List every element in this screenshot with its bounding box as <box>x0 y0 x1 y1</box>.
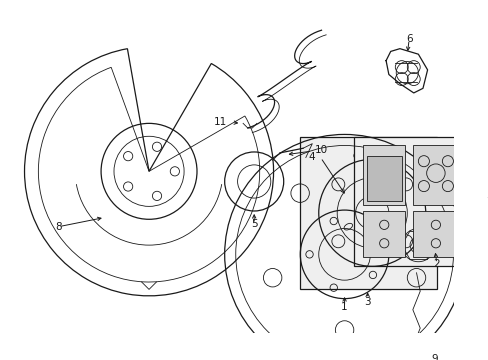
Text: 8: 8 <box>55 222 62 232</box>
Bar <box>362 211 405 257</box>
Bar <box>362 145 405 204</box>
Text: 11: 11 <box>213 117 226 127</box>
Text: 5: 5 <box>250 219 257 229</box>
Bar <box>412 211 458 257</box>
Bar <box>353 137 468 266</box>
Bar <box>366 156 401 201</box>
Text: 7: 7 <box>485 197 488 207</box>
Text: 6: 6 <box>405 35 411 44</box>
Text: 2: 2 <box>433 258 439 269</box>
Bar <box>300 137 436 289</box>
Bar <box>412 145 458 204</box>
Text: 3: 3 <box>364 297 370 307</box>
Text: 9: 9 <box>431 354 437 360</box>
Text: 4: 4 <box>307 153 314 162</box>
Text: 1: 1 <box>341 302 347 312</box>
Text: 10: 10 <box>314 145 327 155</box>
